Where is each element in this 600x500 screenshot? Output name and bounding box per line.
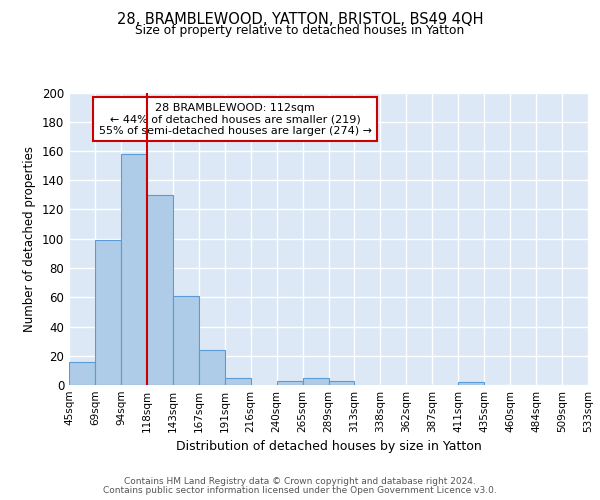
Text: Contains HM Land Registry data © Crown copyright and database right 2024.: Contains HM Land Registry data © Crown c… [124,477,476,486]
Text: Contains public sector information licensed under the Open Government Licence v3: Contains public sector information licen… [103,486,497,495]
Bar [147,195,173,385]
Bar [225,378,251,385]
Bar [277,380,302,385]
Text: 28, BRAMBLEWOOD, YATTON, BRISTOL, BS49 4QH: 28, BRAMBLEWOOD, YATTON, BRISTOL, BS49 4… [117,12,483,28]
Bar [173,296,199,385]
Bar [95,240,121,385]
Bar [199,350,224,385]
X-axis label: Distribution of detached houses by size in Yatton: Distribution of detached houses by size … [176,440,481,454]
Bar [458,382,484,385]
Bar [121,154,147,385]
Bar [69,362,95,385]
Text: Size of property relative to detached houses in Yatton: Size of property relative to detached ho… [136,24,464,37]
Text: 28 BRAMBLEWOOD: 112sqm
← 44% of detached houses are smaller (219)
55% of semi-de: 28 BRAMBLEWOOD: 112sqm ← 44% of detached… [98,102,371,136]
Bar [302,378,329,385]
Y-axis label: Number of detached properties: Number of detached properties [23,146,36,332]
Bar [329,380,355,385]
